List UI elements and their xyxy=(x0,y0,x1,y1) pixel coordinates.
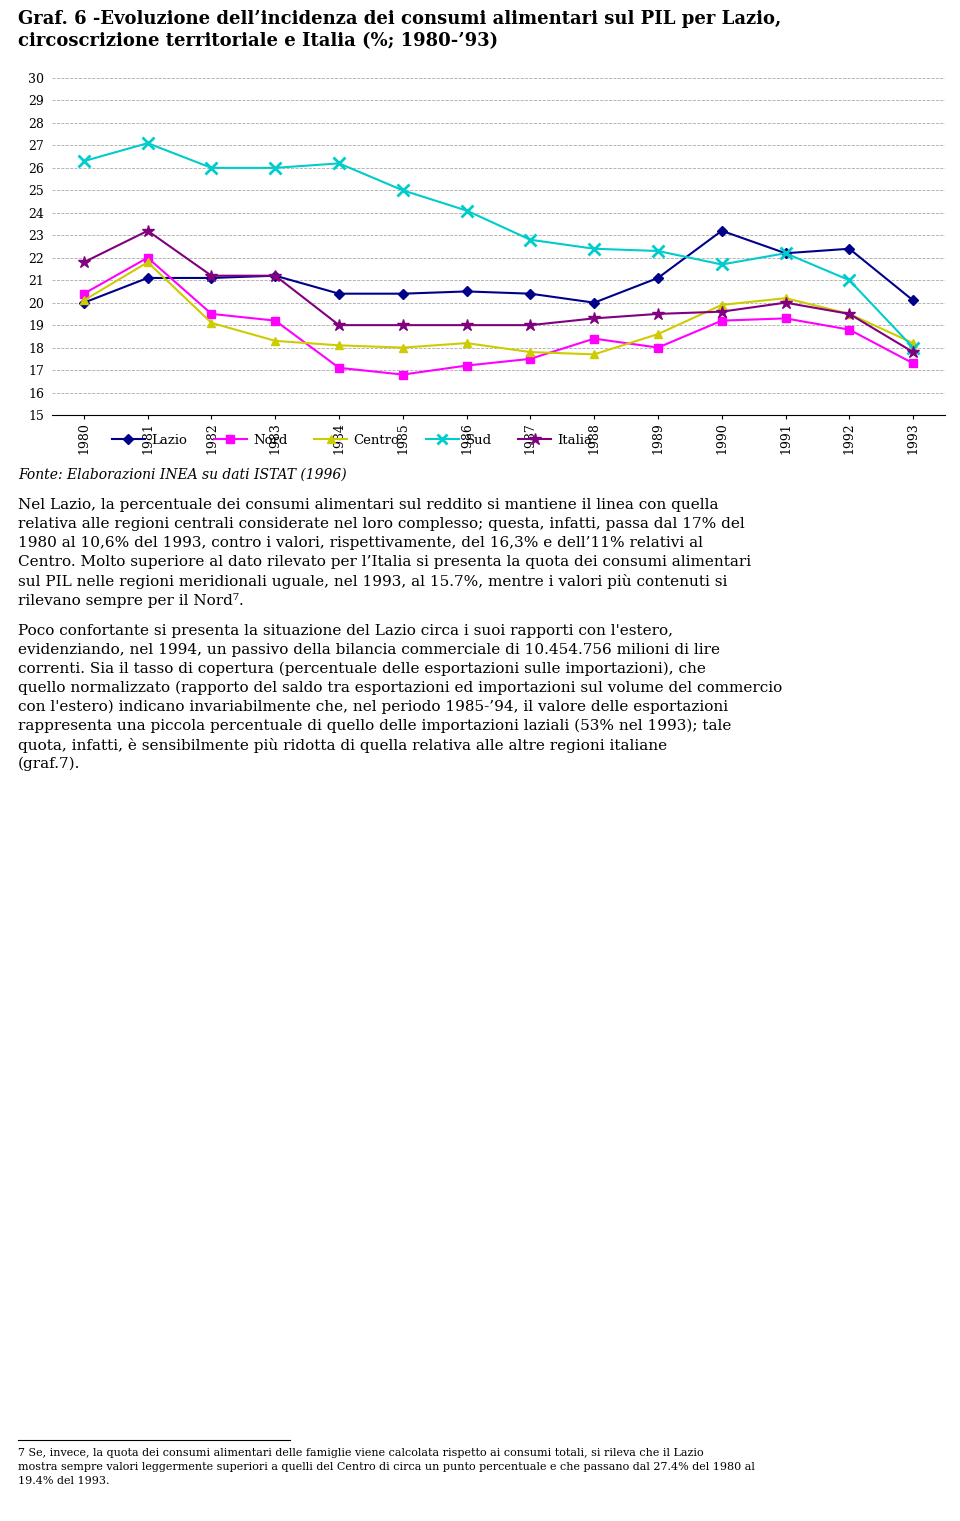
Text: circoscrizione territoriale e Italia (%; 1980-’93): circoscrizione territoriale e Italia (%;… xyxy=(18,32,498,50)
Text: Fonte: Elaborazioni INEA su dati ISTAT (1996): Fonte: Elaborazioni INEA su dati ISTAT (… xyxy=(18,468,347,482)
Text: 7 Se, invece, la quota dei consumi alimentari delle famiglie viene calcolata ris: 7 Se, invece, la quota dei consumi alime… xyxy=(18,1448,704,1459)
Text: Nel Lazio, la percentuale dei consumi alimentari sul reddito si mantiene il line: Nel Lazio, la percentuale dei consumi al… xyxy=(18,497,718,513)
Text: rappresenta una piccola percentuale di quello delle importazioni laziali (53% ne: rappresenta una piccola percentuale di q… xyxy=(18,719,732,733)
Text: (graf.7).: (graf.7). xyxy=(18,757,81,771)
Text: Centro. Molto superiore al dato rilevato per l’Italia si presenta la quota dei c: Centro. Molto superiore al dato rilevato… xyxy=(18,555,751,569)
Text: mostra sempre valori leggermente superiori a quelli del Centro di circa un punto: mostra sempre valori leggermente superio… xyxy=(18,1462,755,1472)
Text: rilevano sempre per il Nord⁷.: rilevano sempre per il Nord⁷. xyxy=(18,593,244,608)
Text: sul PIL nelle regioni meridionali uguale, nel 1993, al 15.7%, mentre i valori pi: sul PIL nelle regioni meridionali uguale… xyxy=(18,573,728,589)
Text: 19.4% del 1993.: 19.4% del 1993. xyxy=(18,1475,109,1486)
Text: quota, infatti, è sensibilmente più ridotta di quella relativa alle altre region: quota, infatti, è sensibilmente più rido… xyxy=(18,738,667,753)
Text: 1980 al 10,6% del 1993, contro i valori, rispettivamente, del 16,3% e dell’11% r: 1980 al 10,6% del 1993, contro i valori,… xyxy=(18,535,703,551)
Text: Graf. 6 -Evoluzione dell’incidenza dei consumi alimentari sul PIL per Lazio,: Graf. 6 -Evoluzione dell’incidenza dei c… xyxy=(18,11,781,27)
Text: Poco confortante si presenta la situazione del Lazio circa i suoi rapporti con l: Poco confortante si presenta la situazio… xyxy=(18,624,673,637)
Text: quello normalizzato (rapporto del saldo tra esportazioni ed importazioni sul vol: quello normalizzato (rapporto del saldo … xyxy=(18,681,782,695)
Text: correnti. Sia il tasso di copertura (percentuale delle esportazioni sulle import: correnti. Sia il tasso di copertura (per… xyxy=(18,662,706,677)
Text: evidenziando, nel 1994, un passivo della bilancia commerciale di 10.454.756 mili: evidenziando, nel 1994, un passivo della… xyxy=(18,643,720,657)
Text: con l'estero) indicano invariabilmente che, nel periodo 1985-’94, il valore dell: con l'estero) indicano invariabilmente c… xyxy=(18,700,728,715)
Legend: Lazio, Nord, Centro, Sud, Italia: Lazio, Nord, Centro, Sud, Italia xyxy=(107,429,598,452)
Text: relativa alle regioni centrali considerate nel loro complesso; questa, infatti, : relativa alle regioni centrali considera… xyxy=(18,517,745,531)
